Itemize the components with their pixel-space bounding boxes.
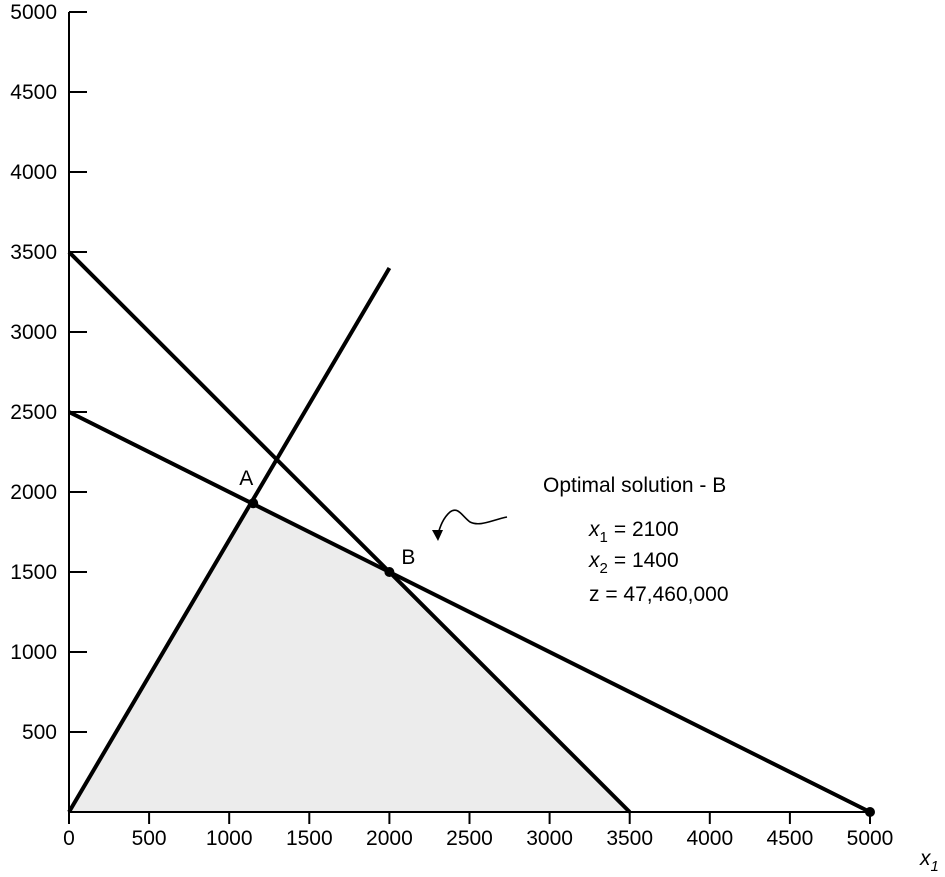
y-tick-label: 3500 — [10, 241, 57, 264]
point-a — [248, 498, 259, 509]
point-label-a: A — [239, 467, 253, 490]
y-tick-label: 3000 — [10, 321, 57, 344]
annotation-title: Optimal solution - B — [543, 474, 726, 497]
constraint-line-2 — [68, 410, 871, 814]
y-tick-label: 4000 — [10, 161, 57, 184]
constraint-line-3 — [67, 266, 392, 814]
feasible-region — [69, 503, 630, 812]
y-tick-label: 2500 — [10, 401, 57, 424]
y-tick-label: 500 — [22, 721, 57, 744]
annotation-arrowhead — [432, 530, 443, 541]
y-tick-label: 1500 — [10, 561, 57, 584]
annotation-x2: x2 = 1400 — [588, 549, 679, 577]
x-tick-label: 2500 — [446, 827, 493, 850]
constraint-line-1 — [67, 250, 632, 814]
x-axis-label: x1 — [919, 847, 939, 875]
x-tick-label: 500 — [132, 827, 167, 850]
annotation-z: z = 47,460,000 — [589, 583, 729, 606]
x-tick-label: 3000 — [526, 827, 573, 850]
x-axis-label-sub: 1 — [931, 858, 939, 875]
x-tick-label: 4000 — [686, 827, 733, 850]
y-tick-label: 1000 — [10, 641, 57, 664]
y-tick-label: 2000 — [10, 481, 57, 504]
x-tick-label: 1500 — [286, 827, 333, 850]
point-b — [384, 567, 395, 577]
y-tick-label: 5000 — [10, 1, 57, 24]
x-tick-label: 2000 — [366, 827, 413, 850]
optimal-annotation: Optimal solution - B x1 = 2100 x2 = 1400 z… — [432, 474, 729, 606]
x-tick-label: 0 — [63, 827, 75, 850]
annotation-arrow — [437, 509, 508, 535]
annotation-x1: x1 = 2100 — [588, 518, 679, 546]
x-tick-label: 3500 — [606, 827, 653, 850]
x-tick-label: 1000 — [206, 827, 253, 850]
x-tick-label: 5000 — [847, 827, 894, 850]
point-end — [865, 807, 875, 817]
y-tick-label: 4500 — [10, 81, 57, 104]
x-tick-label: 4500 — [767, 827, 814, 850]
point-label-b: B — [401, 546, 415, 569]
